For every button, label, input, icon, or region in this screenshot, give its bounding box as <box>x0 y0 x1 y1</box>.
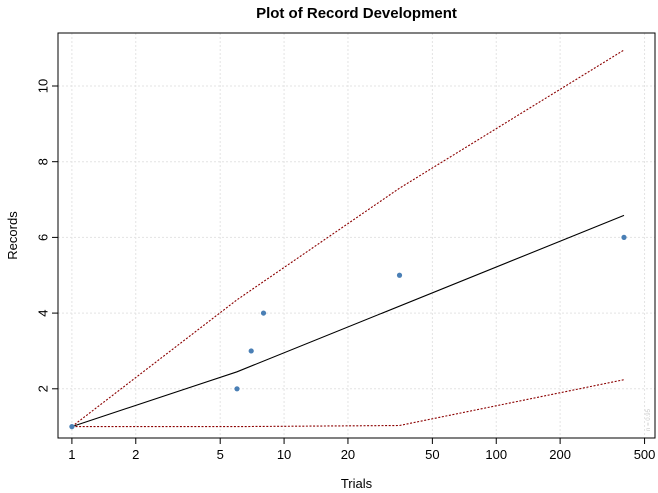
x-tick-label: 50 <box>425 447 439 462</box>
plot-frame <box>57 32 656 439</box>
series-layer <box>71 49 625 428</box>
series-line-2 <box>71 49 625 428</box>
x-axis-title: Trials <box>341 476 373 491</box>
watermark: n = 0.95 <box>646 408 652 431</box>
y-tick-label: 10 <box>35 79 50 93</box>
x-tick-label: 1 <box>68 447 75 462</box>
series-line-3 <box>71 379 625 428</box>
x-axis: 1 2 5 10 20 50 100 200 500 <box>68 438 655 462</box>
chart-title: Plot of Record Development <box>256 5 457 22</box>
data-point <box>234 386 240 392</box>
data-point <box>621 234 627 240</box>
x-tick-label: 100 <box>485 447 507 462</box>
x-tick-label: 2 <box>132 447 139 462</box>
y-tick-label: 6 <box>35 234 50 241</box>
y-axis: 2 4 6 8 10 <box>35 79 58 392</box>
y-tick-label: 4 <box>35 309 50 316</box>
data-point <box>396 272 403 278</box>
y-axis-title: Records <box>5 211 20 260</box>
y-tick-label: 2 <box>35 385 50 392</box>
x-tick-label: 10 <box>277 447 291 462</box>
data-point <box>248 348 254 354</box>
data-point <box>260 310 267 316</box>
grid-layer <box>58 33 655 438</box>
x-tick-label: 5 <box>217 447 224 462</box>
series-line-1 <box>71 214 625 428</box>
y-tick-label: 8 <box>35 158 50 165</box>
points-layer <box>69 234 627 430</box>
x-tick-label: 500 <box>634 447 656 462</box>
data-point <box>69 424 75 430</box>
x-tick-label: 20 <box>341 447 355 462</box>
x-tick-label: 200 <box>549 447 571 462</box>
